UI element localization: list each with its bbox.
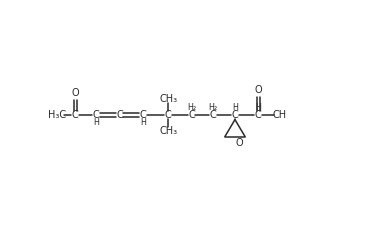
Text: H: H	[232, 103, 238, 112]
Text: C: C	[255, 110, 262, 120]
Text: CH₃: CH₃	[159, 126, 177, 136]
Text: H₃C: H₃C	[48, 110, 66, 120]
Text: CH₃: CH₃	[159, 94, 177, 104]
Text: CH: CH	[273, 110, 287, 120]
Text: C: C	[72, 110, 79, 120]
Text: C: C	[188, 110, 195, 120]
Text: H: H	[93, 118, 99, 127]
Text: H₂: H₂	[187, 103, 196, 112]
Text: C: C	[93, 110, 99, 120]
Text: C: C	[116, 110, 123, 120]
Text: O: O	[254, 85, 262, 95]
Text: H: H	[140, 118, 146, 127]
Text: H₂: H₂	[209, 103, 218, 112]
Text: H: H	[255, 103, 261, 112]
Text: C: C	[232, 110, 238, 120]
Text: C: C	[139, 110, 146, 120]
Text: O: O	[72, 88, 79, 98]
Text: C: C	[165, 110, 172, 120]
Text: C: C	[210, 110, 217, 120]
Text: O: O	[236, 138, 243, 148]
